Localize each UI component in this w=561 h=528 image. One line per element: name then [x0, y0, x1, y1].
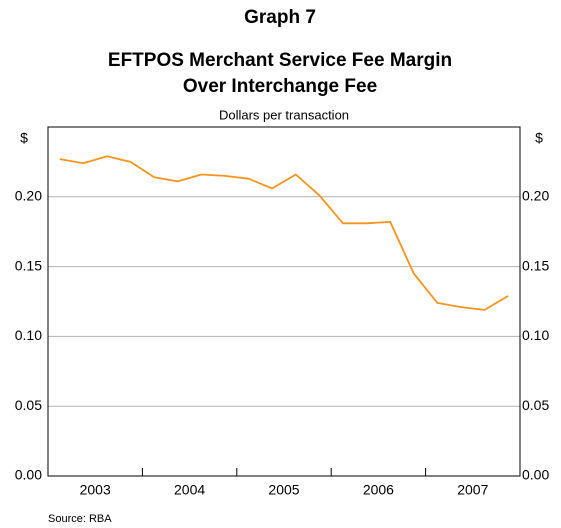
- y2-tick-label: 0.05: [522, 397, 549, 413]
- y-axis-label: $: [20, 130, 28, 146]
- y-tick-label: 0.15: [15, 257, 42, 273]
- subtitle: Dollars per transaction: [219, 107, 349, 122]
- y2-axis-label: $: [535, 130, 543, 146]
- y2-tick-label: 0.00: [522, 467, 549, 483]
- chart-title: EFTPOS Merchant Service Fee Margin: [108, 50, 452, 71]
- line-series: [59, 155, 509, 311]
- y2-tick-label: 0.15: [522, 257, 549, 273]
- x-tick-label: 2006: [363, 482, 394, 498]
- y-tick-label: 0.05: [15, 397, 42, 413]
- chart-heading: Graph 7: [244, 7, 316, 28]
- source: Source: RBA: [48, 513, 112, 525]
- y-tick-label: 0.10: [15, 327, 42, 343]
- chart-title: Over Interchange Fee: [183, 76, 377, 97]
- x-tick-label: 2003: [80, 482, 111, 498]
- plot-frame: [47, 126, 521, 477]
- x-tick-label: 2005: [268, 482, 299, 498]
- y-tick-label: 0.00: [15, 467, 42, 483]
- y2-tick-label: 0.20: [522, 188, 549, 204]
- y2-tick-label: 0.10: [522, 327, 549, 343]
- x-tick-label: 2007: [457, 482, 488, 498]
- y-tick-label: 0.20: [15, 188, 42, 204]
- x-tick-label: 2004: [174, 482, 205, 498]
